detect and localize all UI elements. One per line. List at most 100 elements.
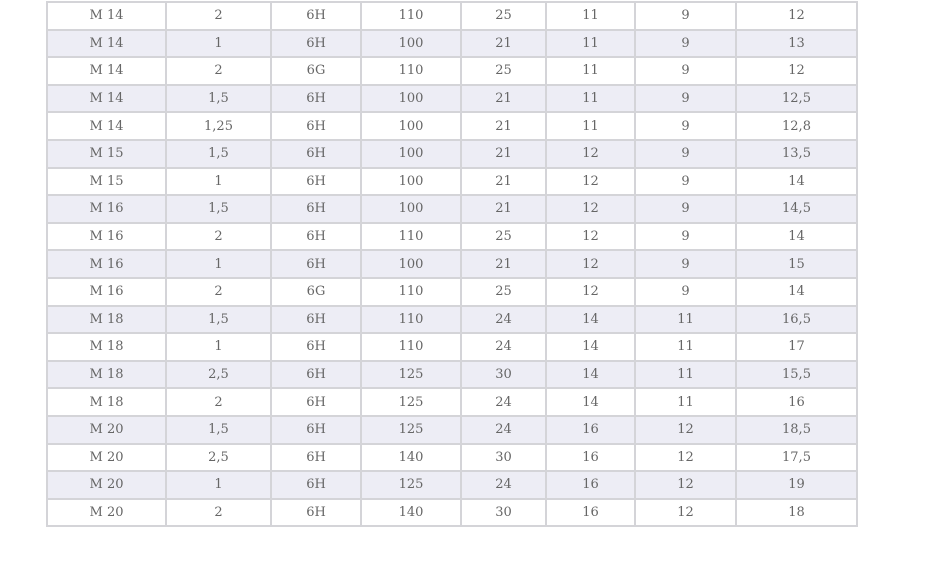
- table-cell: 16: [545, 442, 636, 473]
- table-row: M 18 2 6H 125 24 14 11 16: [46, 387, 858, 417]
- table-cell: 11: [545, 56, 636, 86]
- table-cell: 9: [634, 56, 737, 86]
- table-row: M 18 1,5 6H 110 24 14 11 16,5: [46, 304, 858, 335]
- table-cell: 100: [360, 249, 462, 279]
- table-cell: 9: [634, 28, 737, 59]
- table-cell: 11: [545, 111, 636, 141]
- table-cell: 18,5: [735, 414, 858, 445]
- table-row: M 18 2,5 6H 125 30 14 11 15,5: [46, 359, 858, 390]
- table-cell: 1,5: [165, 83, 272, 114]
- table-cell: 100: [360, 83, 462, 114]
- table-cell: 6H: [270, 28, 362, 59]
- table-cell: 1,5: [165, 414, 272, 445]
- table-cell: 19: [735, 470, 858, 500]
- table-cell: 140: [360, 442, 462, 473]
- table-row: M 16 2 6H 110 25 12 9 14: [46, 221, 858, 252]
- table-cell: 6H: [270, 111, 362, 141]
- table-cell: 110: [360, 221, 462, 252]
- table-cell: 1,5: [165, 194, 272, 224]
- table-cell: 6H: [270, 359, 362, 390]
- table-cell: 14: [735, 166, 858, 197]
- table-cell: 15: [735, 249, 858, 279]
- table-cell: 2: [165, 1, 272, 31]
- table-cell: 12: [634, 497, 737, 528]
- table-cell: 16: [545, 497, 636, 528]
- table-cell: M 16: [46, 194, 167, 224]
- table-cell: 9: [634, 83, 737, 114]
- table-cell: 12: [545, 249, 636, 279]
- table-cell: 11: [545, 1, 636, 31]
- table-cell: 6H: [270, 138, 362, 169]
- table-cell: 9: [634, 221, 737, 252]
- table-cell: 14: [735, 276, 858, 307]
- table-cell: 12: [545, 276, 636, 307]
- table-cell: 6H: [270, 166, 362, 197]
- table-row: M 20 1 6H 125 24 16 12 19: [46, 470, 858, 500]
- table-cell: M 18: [46, 332, 167, 362]
- table-cell: M 14: [46, 28, 167, 59]
- table-cell: 2: [165, 56, 272, 86]
- table-cell: 13: [735, 28, 858, 59]
- table-cell: M 20: [46, 442, 167, 473]
- table-cell: 21: [460, 111, 547, 141]
- table-row: M 14 1,25 6H 100 21 11 9 12,8: [46, 111, 858, 141]
- table-cell: 11: [545, 28, 636, 59]
- table-cell: 12,5: [735, 83, 858, 114]
- table-cell: 25: [460, 56, 547, 86]
- table-row: M 16 2 6G 110 25 12 9 14: [46, 276, 858, 307]
- table-cell: 1: [165, 28, 272, 59]
- table-cell: 14,5: [735, 194, 858, 224]
- table-cell: 9: [634, 249, 737, 279]
- table-cell: M 15: [46, 138, 167, 169]
- table-cell: 12: [545, 166, 636, 197]
- table-cell: 30: [460, 359, 547, 390]
- table-cell: 12: [634, 470, 737, 500]
- table-cell: 100: [360, 138, 462, 169]
- table-row: M 18 1 6H 110 24 14 11 17: [46, 332, 858, 362]
- table-cell: 6G: [270, 56, 362, 86]
- table-cell: 21: [460, 138, 547, 169]
- table-cell: 6H: [270, 497, 362, 528]
- table-cell: M 20: [46, 470, 167, 500]
- table-row: M 20 1,5 6H 125 24 16 12 18,5: [46, 414, 858, 445]
- table-cell: 100: [360, 166, 462, 197]
- table-cell: 9: [634, 276, 737, 307]
- table-cell: 12,8: [735, 111, 858, 141]
- table-cell: M 20: [46, 414, 167, 445]
- table-cell: 16: [735, 387, 858, 417]
- table-cell: 6H: [270, 249, 362, 279]
- table-cell: 1: [165, 249, 272, 279]
- table-cell: 2: [165, 276, 272, 307]
- table-cell: 12: [545, 221, 636, 252]
- table-cell: 6H: [270, 387, 362, 417]
- table-cell: M 14: [46, 1, 167, 31]
- table-cell: 1,5: [165, 304, 272, 335]
- table-cell: 6H: [270, 194, 362, 224]
- table-cell: 2: [165, 497, 272, 528]
- table-cell: 110: [360, 1, 462, 31]
- table-cell: 24: [460, 414, 547, 445]
- table-cell: 11: [634, 387, 737, 417]
- table-cell: 6H: [270, 83, 362, 114]
- table-cell: 12: [634, 442, 737, 473]
- table-cell: 12: [735, 1, 858, 31]
- table-cell: 1: [165, 470, 272, 500]
- table-cell: 6H: [270, 414, 362, 445]
- table-cell: M 16: [46, 276, 167, 307]
- table-cell: 11: [634, 332, 737, 362]
- table-row: M 15 1 6H 100 21 12 9 14: [46, 166, 858, 197]
- table-cell: 24: [460, 332, 547, 362]
- table-cell: 2,5: [165, 442, 272, 473]
- table-cell: 1: [165, 332, 272, 362]
- table-cell: 25: [460, 276, 547, 307]
- table-row: M 16 1 6H 100 21 12 9 15: [46, 249, 858, 279]
- table-cell: 6G: [270, 276, 362, 307]
- table-cell: 9: [634, 111, 737, 141]
- table-cell: 14: [735, 221, 858, 252]
- table-cell: 6H: [270, 221, 362, 252]
- thread-spec-table: M 14 2 6H 110 25 11 9 12 M 14 1 6H 100 21 11 9 13 M 14 2 6…: [46, 1, 858, 528]
- table-cell: 14: [545, 332, 636, 362]
- table-cell: 21: [460, 28, 547, 59]
- table-row: M 15 1,5 6H 100 21 12 9 13,5: [46, 138, 858, 169]
- table-cell: 110: [360, 304, 462, 335]
